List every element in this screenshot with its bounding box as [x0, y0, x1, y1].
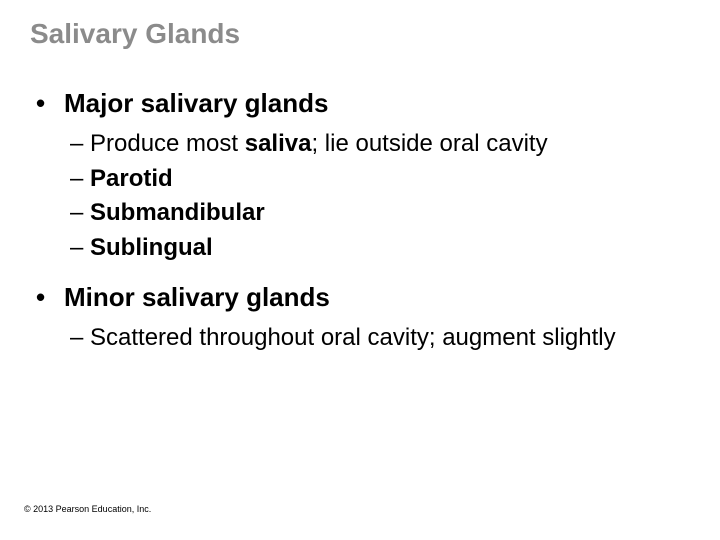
subitem-submandibular: – Submandibular: [36, 198, 690, 229]
bullet-minor: • Minor salivary glands: [36, 282, 690, 313]
bullet-dot-icon: •: [36, 88, 64, 119]
subitem-parotid: – Parotid: [36, 164, 690, 195]
subitem-scattered: – Scattered throughout oral cavity; augm…: [36, 323, 690, 354]
copyright-text: © 2013 Pearson Education, Inc.: [24, 504, 151, 514]
slide: Salivary Glands • Major salivary glands …: [0, 0, 720, 540]
bullet-major-text: Major salivary glands: [64, 88, 328, 119]
slide-title: Salivary Glands: [30, 18, 690, 50]
subitem-produce-text: Produce most saliva; lie outside oral ca…: [90, 129, 548, 160]
subitem-scattered-text: Scattered throughout oral cavity; augmen…: [90, 323, 616, 354]
bullet-minor-text: Minor salivary glands: [64, 282, 330, 313]
dash-icon: –: [70, 164, 90, 195]
subitem-sublingual-text: Sublingual: [90, 233, 213, 264]
bullet-major: • Major salivary glands: [36, 88, 690, 119]
bullet-dot-icon: •: [36, 282, 64, 313]
subitem-submandibular-text: Submandibular: [90, 198, 265, 229]
slide-body: • Major salivary glands – Produce most s…: [30, 50, 690, 354]
subitem-sublingual: – Sublingual: [36, 233, 690, 264]
dash-icon: –: [70, 198, 90, 229]
subitem-parotid-text: Parotid: [90, 164, 173, 195]
dash-icon: –: [70, 233, 90, 264]
subitem-produce: – Produce most saliva; lie outside oral …: [36, 129, 690, 160]
dash-icon: –: [70, 129, 90, 160]
dash-icon: –: [70, 323, 90, 354]
